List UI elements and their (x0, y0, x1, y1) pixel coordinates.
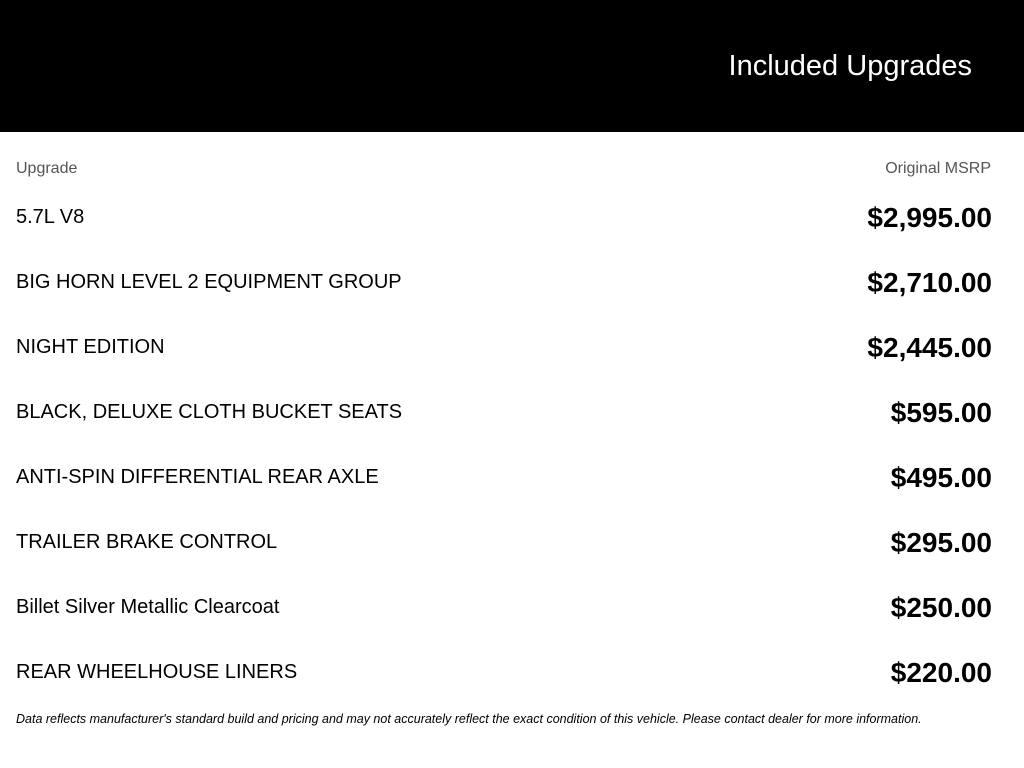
disclaimer: Data reflects manufacturer's standard bu… (16, 712, 922, 726)
upgrade-name: BLACK, DELUXE CLOTH BUCKET SEATS (16, 401, 403, 423)
upgrades-list: 5.7L V8 $2,995.00 BIG HORN LEVEL 2 EQUIPME… (16, 185, 992, 705)
table-row: REAR WHEELHOUSE LINERS $220.00 (16, 640, 992, 705)
page-title: Included Upgrades (728, 50, 972, 82)
upgrade-price: $2,995.00 (867, 201, 992, 233)
upgrade-name: BIG HORN LEVEL 2 EQUIPMENT GROUP (16, 271, 402, 293)
upgrade-price: $595.00 (890, 396, 992, 428)
table-row: BLACK, DELUXE CLOTH BUCKET SEATS $595.00 (16, 380, 992, 445)
column-header-upgrade: Upgrade (16, 160, 78, 177)
upgrade-name: TRAILER BRAKE CONTROL (16, 531, 278, 553)
table-row: BIG HORN LEVEL 2 EQUIPMENT GROUP $2,710.0… (16, 250, 992, 315)
table-row: 5.7L V8 $2,995.00 (16, 185, 992, 250)
table-row: TRAILER BRAKE CONTROL $295.00 (16, 510, 992, 575)
upgrade-price: $220.00 (890, 656, 992, 688)
table-row: NIGHT EDITION $2,445.00 (16, 315, 992, 380)
upgrade-price: $295.00 (890, 526, 992, 558)
table-row: ANTI-SPIN DIFFERENTIAL REAR AXLE $495.00 (16, 445, 992, 510)
table-row: Billet Silver Metallic Clearcoat $250.00 (16, 575, 992, 640)
upgrade-name: Billet Silver Metallic Clearcoat (16, 596, 280, 618)
upgrade-price: $250.00 (890, 591, 992, 623)
upgrade-price: $2,710.00 (867, 266, 992, 298)
upgrade-price: $2,445.00 (867, 331, 992, 363)
column-header-msrp: Original MSRP (885, 160, 991, 177)
header-banner: Included Upgrades (0, 0, 1024, 132)
upgrade-price: $495.00 (890, 461, 992, 493)
upgrade-name: ANTI-SPIN DIFFERENTIAL REAR AXLE (16, 466, 379, 488)
upgrade-name: 5.7L V8 (16, 206, 85, 228)
upgrade-name: REAR WHEELHOUSE LINERS (16, 661, 298, 683)
table-header: Upgrade Original MSRP (16, 160, 991, 178)
upgrade-name: NIGHT EDITION (16, 336, 165, 358)
